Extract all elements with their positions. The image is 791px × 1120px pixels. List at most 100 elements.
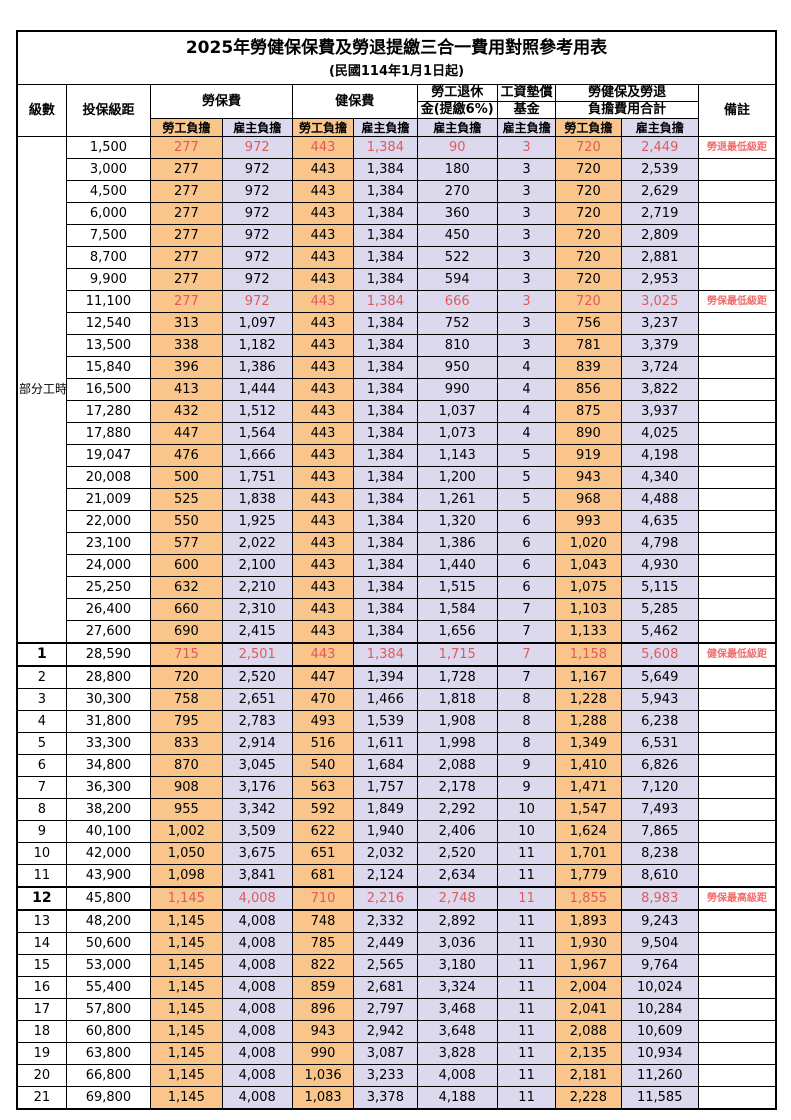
header-row-3: 勞工負擔 雇主負擔 勞工負擔 雇主負擔 雇主負擔 雇主負擔 勞工負擔 雇主負擔 [17,118,776,137]
remark-cell [697,202,777,225]
health-ins-employee-cell: 443 [291,554,355,577]
pension-employer-cell: 2,292 [416,798,498,821]
level-cell: 10 [16,842,67,865]
labor-ins-employer-cell: 2,520 [221,665,293,689]
level-cell: 3 [16,688,67,711]
labor-ins-employer-cell: 3,675 [221,842,293,865]
wage-fund-employer-cell: 7 [496,620,557,644]
total-employer-cell: 7,865 [620,820,699,843]
pension-employer-cell: 3,828 [416,1042,498,1065]
labor-ins-employee-cell: 396 [150,356,223,379]
remark-cell [697,510,777,533]
remark-cell [697,1042,777,1065]
labor-ins-employee-cell: 277 [150,158,223,181]
health-ins-employer-cell: 1,384 [353,422,418,445]
total-employer-cell: 9,243 [620,909,699,933]
labor-ins-employee-cell: 758 [150,688,223,711]
labor-ins-employee-cell: 277 [150,246,223,269]
total-employer-cell: 8,238 [620,842,699,865]
bracket-cell: 25,250 [65,576,152,599]
table-row: 26,400 660 2,310 443 1,384 1,584 7 1,103 5,285 [17,598,777,621]
level-cell: 2 [16,665,67,689]
remark-cell [697,378,777,401]
health-ins-employee-cell: 443 [291,224,355,247]
wage-fund-employer-cell: 5 [496,488,557,511]
bracket-cell: 17,880 [65,422,152,445]
level-cell: 16 [16,976,67,999]
remark-cell [697,400,777,423]
total-employer-cell: 3,937 [620,400,699,423]
total-employee-cell: 2,088 [555,1020,622,1043]
health-ins-employer-cell: 2,681 [353,976,418,999]
bracket-cell: 15,840 [65,356,152,379]
labor-ins-employer-cell: 2,783 [221,710,293,733]
pension-employer-cell: 3,180 [416,954,498,977]
total-employee-cell: 1,167 [555,665,622,689]
table-row: 4,500 277 972 443 1,384 270 3 720 2,629 [17,180,777,203]
labor-ins-employer-cell: 4,008 [221,932,293,955]
labor-ins-employee-cell: 1,145 [150,976,223,999]
remark-cell [697,576,777,599]
labor-ins-employee-cell: 1,145 [150,1086,223,1110]
total-employee-cell: 1,043 [555,554,622,577]
labor-ins-employer-cell: 972 [221,246,293,269]
bracket-cell: 50,600 [65,932,152,955]
wage-fund-employer-cell: 4 [496,378,557,401]
table-row: 11,100 277 972 443 1,384 666 3 720 3,025 勞保最低級距 [17,290,777,313]
health-ins-employee-cell: 563 [291,776,355,799]
bracket-cell: 28,800 [65,665,152,689]
health-ins-employer-cell: 1,384 [353,620,418,644]
wage-fund-employer-cell: 11 [496,1020,557,1043]
health-ins-employer-cell: 1,384 [353,400,418,423]
pension-employer-cell: 3,324 [416,976,498,999]
labor-ins-employee-cell: 277 [150,224,223,247]
col-header-health-insurance: 健保費 [291,84,418,119]
health-ins-employer-cell: 2,032 [353,842,418,865]
labor-ins-employer-cell: 2,501 [221,642,293,667]
labor-ins-employee-cell: 715 [150,642,223,667]
health-ins-employer-cell: 1,384 [353,444,418,467]
health-ins-employer-cell: 1,466 [353,688,418,711]
bracket-cell: 24,000 [65,554,152,577]
health-ins-employer-cell: 2,216 [353,886,418,911]
wage-fund-employer-cell: 3 [496,180,557,203]
bracket-cell: 33,300 [65,732,152,755]
total-employee-cell: 720 [555,180,622,203]
pension-employer-cell: 1,515 [416,576,498,599]
labor-ins-employer-cell: 3,841 [221,864,293,888]
pension-employer-cell: 1,715 [416,642,498,667]
bracket-cell: 42,000 [65,842,152,865]
total-employee-cell: 1,288 [555,710,622,733]
labor-ins-employee-cell: 413 [150,378,223,401]
health-ins-employer-cell: 1,384 [353,224,418,247]
subheader-labor-employer: 雇主負擔 [221,118,293,137]
total-employer-cell: 11,260 [620,1064,699,1087]
remark-cell [697,620,777,644]
level-cell: 15 [16,954,67,977]
bracket-cell: 8,700 [65,246,152,269]
total-employer-cell: 3,379 [620,334,699,357]
health-ins-employee-cell: 785 [291,932,355,955]
level-cell: 4 [16,710,67,733]
header-row-1: 級數 投保級距 勞保費 健保費 勞工退休 工資墊償 勞健保及勞退 備註 [16,84,777,137]
total-employee-cell: 890 [555,422,622,445]
bracket-cell: 57,800 [65,998,152,1021]
labor-ins-employer-cell: 972 [221,136,293,159]
title-row: 2025年勞健保保費及勞退提繳三合一費用對照參考用表 (民國114年1月1日起) [16,30,777,85]
total-employee-cell: 781 [555,334,622,357]
table-row: 24,000 600 2,100 443 1,384 1,440 6 1,043 4,930 [17,554,777,577]
table-row: 19,047 476 1,666 443 1,384 1,143 5 919 4,198 [17,444,777,467]
remark-cell [697,422,777,445]
labor-ins-employer-cell: 2,415 [221,620,293,644]
table-row: 13,500 338 1,182 443 1,384 810 3 781 3,379 [17,334,777,357]
pension-employer-cell: 1,386 [416,532,498,555]
health-ins-employer-cell: 1,384 [353,510,418,533]
bracket-cell: 66,800 [65,1064,152,1087]
labor-ins-employer-cell: 972 [221,158,293,181]
labor-ins-employee-cell: 600 [150,554,223,577]
labor-ins-employer-cell: 972 [221,180,293,203]
health-ins-employer-cell: 1,757 [353,776,418,799]
health-ins-employee-cell: 896 [291,998,355,1021]
health-ins-employee-cell: 443 [291,510,355,533]
